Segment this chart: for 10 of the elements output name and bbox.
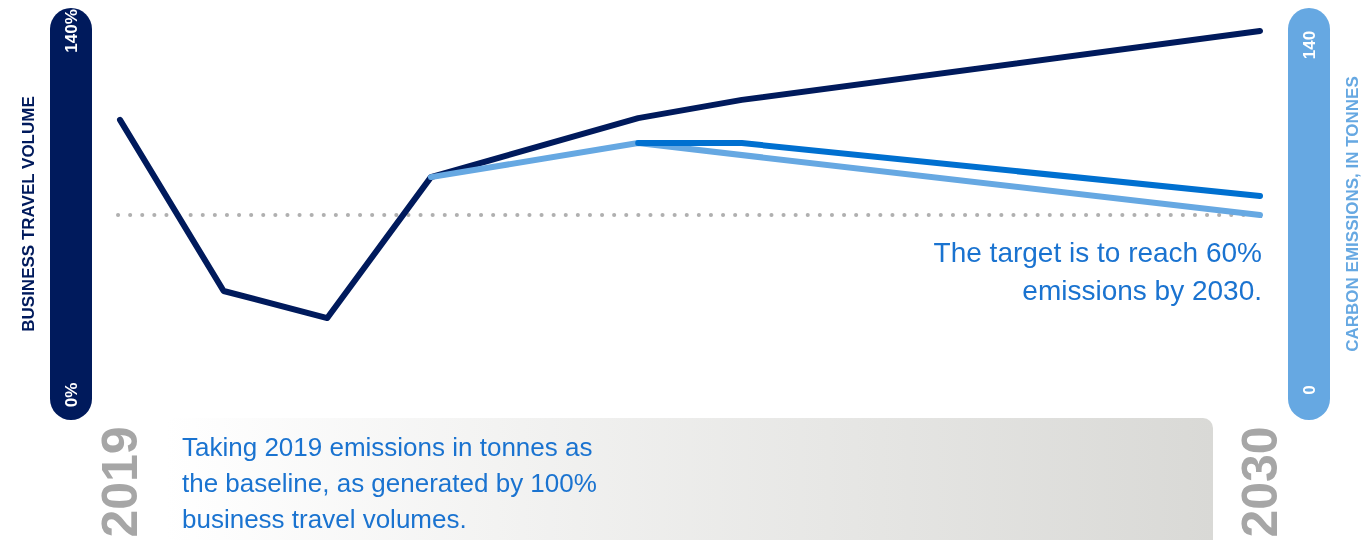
y2-tick-label: 0 (1299, 385, 1319, 395)
y2-tick-label: 140 (1299, 30, 1319, 60)
y-tick-label: 0% (61, 382, 81, 408)
y-axis-title: BUSINESS TRAVEL VOLUME (18, 96, 38, 332)
y2-axis-title: CARBON EMISSIONS, IN TONNES (1342, 76, 1362, 352)
text: Taking 2019 emissions in tonnes as the baseline, as generated by 100% business travel volumes. (182, 432, 597, 534)
annotation: The target is to reach 60% emissions by 2030. (933, 237, 1262, 306)
x-tick-label: 2030 (1232, 426, 1288, 538)
x-tick-label: 2019 (92, 426, 148, 538)
y-tick-label: 140% (61, 9, 81, 53)
